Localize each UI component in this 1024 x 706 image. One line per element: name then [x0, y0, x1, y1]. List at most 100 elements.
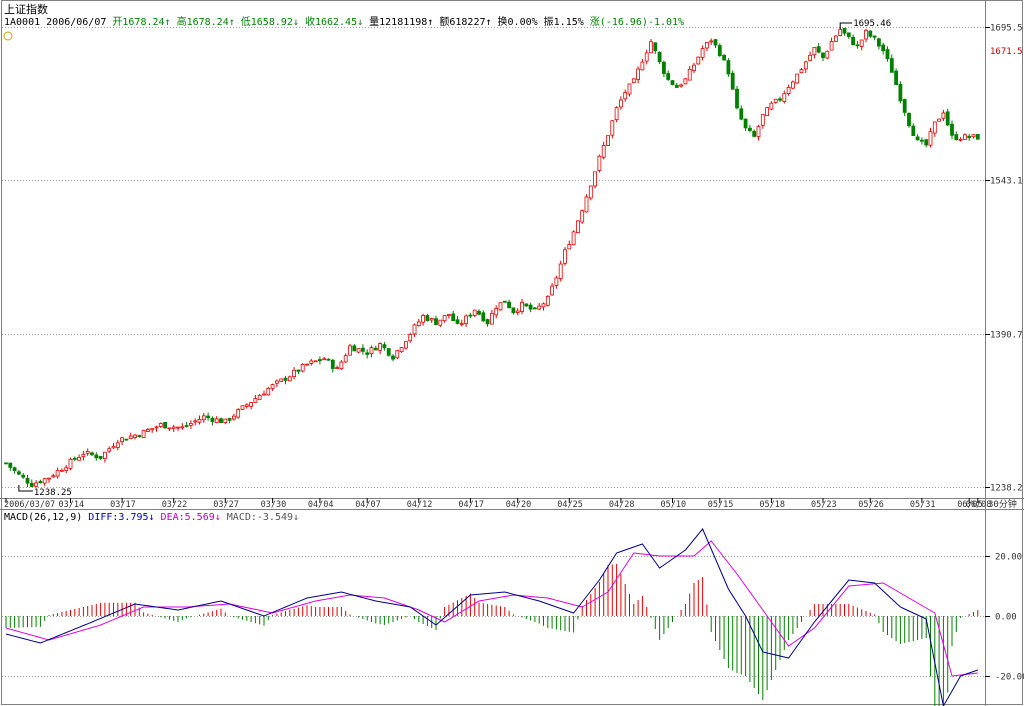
- candle-body-93: [403, 341, 408, 349]
- candle-body-21: [94, 454, 99, 459]
- candle-body-209: [902, 99, 907, 113]
- candle-body-122: [528, 304, 533, 310]
- candle-body-121: [524, 303, 529, 307]
- candle-body-144: [623, 92, 628, 100]
- candle-body-206: [889, 58, 894, 73]
- candle-body-2: [12, 467, 17, 471]
- candle-body-190: [821, 52, 825, 58]
- candle-body-205: [885, 49, 890, 59]
- page-title: 上证指数: [4, 3, 48, 16]
- candle-body-97: [421, 315, 426, 323]
- price-ytick-label-3: 1238.2: [990, 484, 1023, 494]
- candle-body-198: [855, 44, 860, 47]
- candle-body-3: [16, 471, 21, 475]
- candle-body-157: [679, 84, 683, 87]
- xtick-label-13: 05/10: [661, 500, 687, 510]
- candle-body-211: [911, 125, 916, 136]
- high-label: 1695.46: [853, 19, 891, 29]
- candle-body-23: [103, 451, 107, 460]
- candle-body-35: [154, 426, 159, 429]
- candle-body-123: [533, 307, 537, 310]
- candle-body-91: [395, 350, 400, 359]
- xtick-label-11: 04/25: [557, 500, 583, 510]
- candle-body-192: [829, 41, 834, 51]
- candle-body-136: [588, 185, 593, 199]
- candle-body-32: [141, 429, 146, 439]
- candle-body-89: [386, 348, 391, 356]
- candle-body-11: [51, 475, 56, 478]
- candle-body-95: [412, 324, 417, 335]
- xtick-label-14: 05/15: [708, 500, 734, 510]
- sun-marker-icon: [3, 31, 13, 41]
- xtick-label-16: 05/23: [811, 500, 837, 510]
- candle-body-182: [786, 87, 791, 94]
- candle-body-162: [700, 48, 705, 58]
- xtick-label-4: 03/27: [213, 500, 239, 510]
- candle-body-37: [163, 421, 168, 429]
- candle-body-212: [915, 136, 920, 141]
- candle-body-125: [541, 303, 546, 308]
- quote-item-2: 低1658.92↓: [240, 17, 305, 28]
- quote-item-4: 量12181198↑: [369, 17, 440, 28]
- candle-body-193: [834, 35, 838, 42]
- candle-body-16: [72, 457, 77, 460]
- candle-body-70: [305, 363, 309, 366]
- quote-item-6: 换0.00%: [497, 17, 544, 28]
- low-marker-line: [18, 484, 33, 492]
- price-ytick-label-0: 1695.5: [990, 24, 1023, 34]
- candle-body-128: [554, 277, 559, 286]
- candle-body-220: [950, 123, 954, 136]
- candle-body-15: [68, 458, 73, 469]
- candle-body-61: [266, 388, 271, 396]
- candle-body-46: [201, 415, 206, 421]
- candle-body-116: [502, 300, 507, 303]
- xtick-label-15: 05/18: [759, 500, 785, 510]
- candle-body-36: [158, 423, 163, 427]
- macd-ytick-label-1: 0.00: [995, 613, 1017, 623]
- candle-body-51: [223, 418, 228, 423]
- candle-body-145: [627, 83, 632, 95]
- xtick-label-3: 03/22: [162, 500, 188, 510]
- candle-body-223: [963, 134, 967, 140]
- candle-body-222: [958, 138, 963, 141]
- candle-body-217: [937, 118, 941, 122]
- candle-body-58: [253, 398, 258, 403]
- candle-body-56: [244, 404, 249, 407]
- candle-body-8: [38, 481, 43, 484]
- candle-body-164: [709, 40, 714, 43]
- xtick-label-9: 04/17: [458, 500, 484, 510]
- candle-body-203: [877, 38, 881, 47]
- candle-body-50: [219, 418, 223, 424]
- candle-body-62: [270, 384, 275, 389]
- price-ytick-label-1: 1543.1: [990, 177, 1023, 187]
- candle-body-163: [705, 41, 709, 49]
- xtick-label-0: 2006/03/07: [4, 500, 55, 510]
- macd-name: MACD(26,12,9): [4, 512, 89, 523]
- candle-body-218: [941, 112, 946, 119]
- candle-body-102: [442, 315, 447, 322]
- xtick-label-1: 03/14: [59, 500, 85, 510]
- quote-item-7: 振1.15%: [543, 17, 590, 28]
- candle-body-196: [846, 32, 851, 37]
- candle-body-60: [262, 393, 266, 396]
- candle-body-63: [274, 380, 279, 384]
- candle-body-137: [593, 171, 597, 187]
- candle-body-94: [408, 334, 413, 342]
- candle-body-87: [378, 343, 383, 351]
- candle-body-64: [279, 378, 284, 382]
- xtick-label-17: 05/26: [858, 500, 884, 510]
- price-ytick-label-2: 1390.7: [990, 331, 1023, 341]
- quote-item-1: 高1678.24↑: [176, 17, 241, 28]
- candle-body-104: [451, 313, 456, 322]
- candle-body-204: [881, 44, 886, 52]
- candle-body-26: [115, 442, 120, 448]
- candle-body-111: [481, 312, 486, 322]
- xtick-label-8: 04/12: [407, 500, 433, 510]
- candle-body-191: [825, 50, 830, 59]
- candle-body-43: [188, 423, 193, 426]
- candle-body-118: [511, 307, 516, 314]
- candle-body-86: [373, 347, 378, 351]
- candle-body-171: [739, 108, 744, 120]
